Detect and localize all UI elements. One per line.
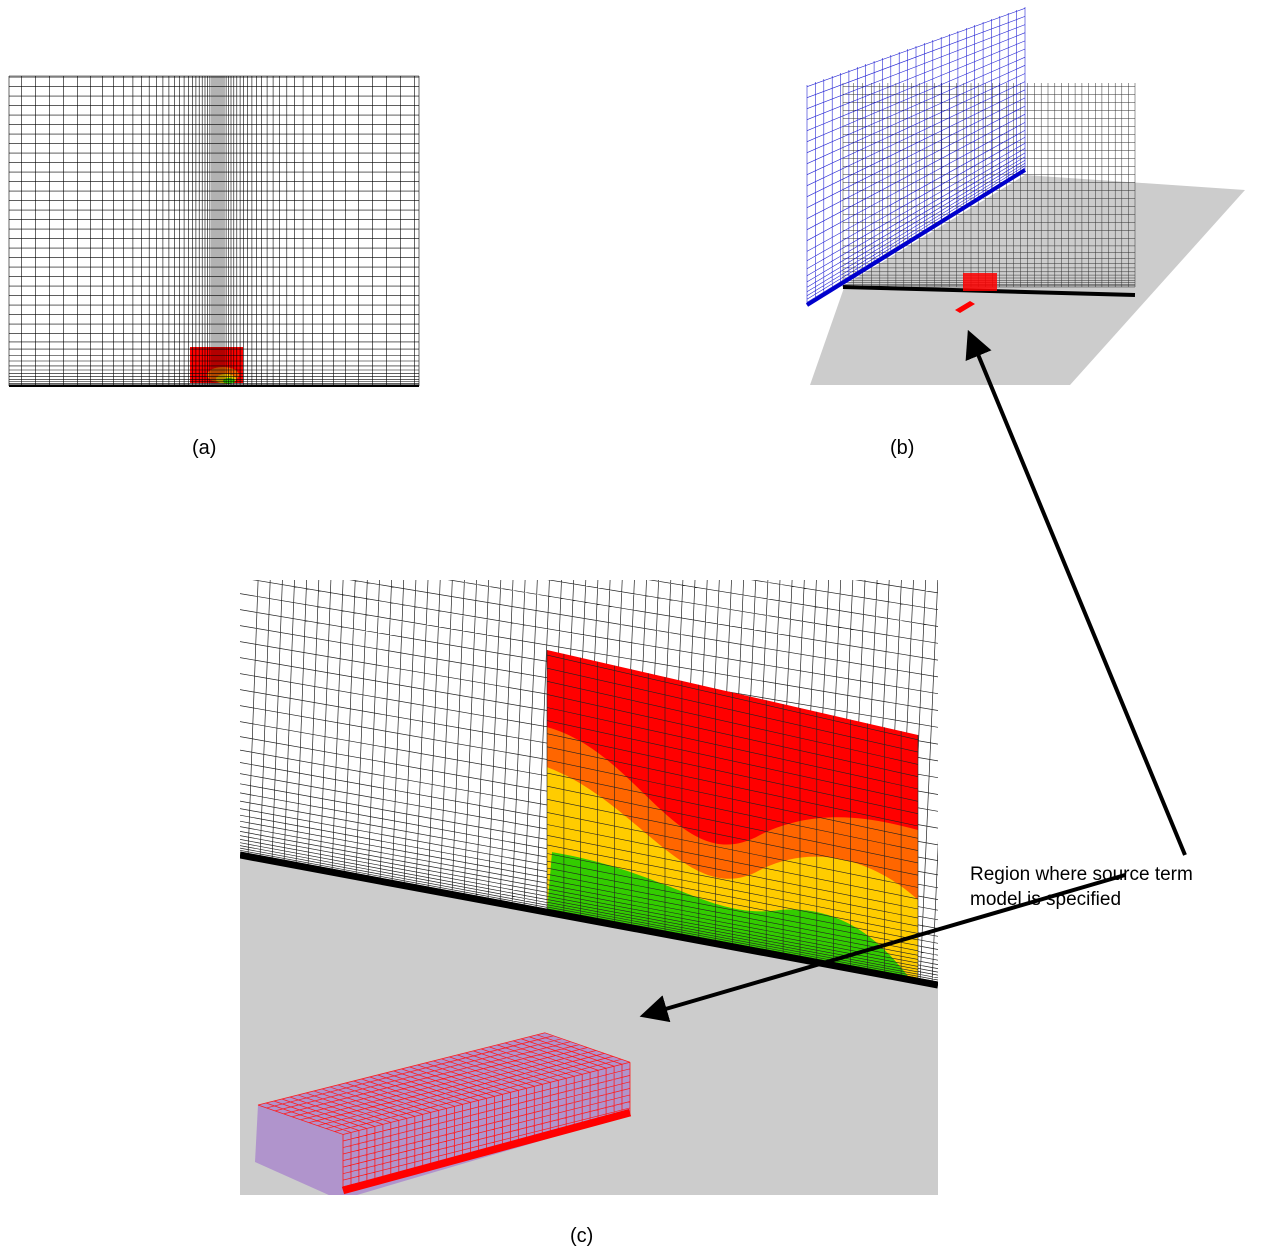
panel-a-mesh xyxy=(8,75,420,387)
panel-b-3d-mesh-svg xyxy=(805,7,1245,385)
caption-b: (b) xyxy=(890,437,915,459)
caption-a: (a) xyxy=(192,437,217,459)
source-volume-base-c xyxy=(341,1108,632,1195)
inlet-edge-b xyxy=(805,168,1027,307)
arrow-to-panel-b xyxy=(965,329,1187,856)
annotation-line-2: model is specified xyxy=(970,889,1122,910)
source-volume-c xyxy=(255,1032,630,1195)
panel-c-zoom-svg xyxy=(240,580,938,1195)
source-volume-mesh-c xyxy=(257,1032,631,1188)
panel-b-3d-mesh xyxy=(805,5,1250,390)
panel-a-mesh-svg xyxy=(8,75,420,387)
inlet-plane-b xyxy=(806,7,1026,306)
mesh-grid-a xyxy=(8,75,420,387)
panel-c-zoom xyxy=(240,580,938,1195)
annotation-line-1: Region where source term xyxy=(970,864,1193,885)
annotation-text: Region where source term model is specif… xyxy=(970,862,1193,912)
source-volume-group-c xyxy=(255,1032,632,1195)
caption-c: (c) xyxy=(570,1225,594,1247)
source-box-b xyxy=(955,301,975,313)
source-region-b xyxy=(963,273,997,291)
